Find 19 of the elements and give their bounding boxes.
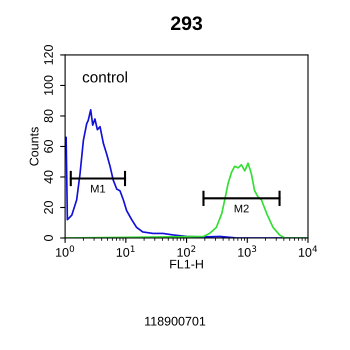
x-tick-label: 10$^{3}$: [238, 245, 256, 257]
y-tick-label: 100: [44, 76, 53, 95]
y-axis-title: Counts: [30, 127, 38, 166]
text: 118900701: [145, 316, 206, 326]
x-tick-label: 10$^{2}$: [178, 245, 196, 257]
chart-title: 293: [171, 16, 202, 30]
x-tick-label: 10$^{4}$: [298, 246, 318, 257]
x-axis-title: FL1-H: [170, 260, 203, 268]
x-tick-label: 10$^{1}$: [116, 246, 135, 257]
annotation: M2: [234, 204, 249, 212]
y-tick-label: 60: [44, 140, 53, 153]
annotation: control: [82, 71, 127, 83]
y-tick-label: 120: [44, 45, 53, 64]
y-tick-label: 40: [44, 170, 53, 184]
x-tick-label: 10$^{0}$: [56, 245, 74, 257]
y-tick-label: 20: [44, 201, 53, 214]
annotation: M1: [91, 184, 106, 193]
y-tick-label: 80: [44, 110, 53, 122]
y-tick-label: 0: [44, 235, 53, 241]
